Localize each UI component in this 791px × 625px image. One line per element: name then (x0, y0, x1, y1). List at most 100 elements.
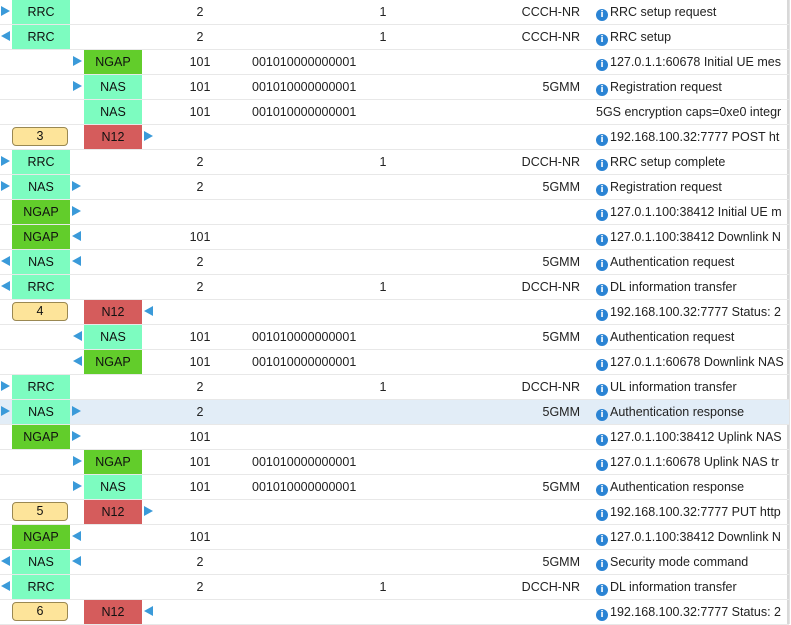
message-cell: i DL information transfer (596, 275, 789, 299)
protocol-cell (470, 500, 580, 524)
table-row[interactable]: NAS 101 001010000000001 5GMM i Registration r… (0, 75, 789, 100)
message-index-badge[interactable]: 4 (12, 302, 68, 321)
protocol-cell: 5GMM (542, 255, 581, 269)
table-row[interactable]: NGAP 101 i 127.0.1.100:38412 Uplink NAS (0, 425, 789, 450)
ue-id-cell: 2 (196, 5, 204, 19)
info-circle-icon[interactable]: i (596, 84, 608, 96)
table-row[interactable]: RRC 2 1 DCCH-NR i UL information transfer (0, 375, 789, 400)
table-row[interactable]: NAS 101 001010000000001 5GMM i Authentication… (0, 475, 789, 500)
message-index-badge[interactable]: 3 (12, 127, 68, 146)
info-circle-icon[interactable]: i (596, 284, 608, 296)
ran-id-cell (252, 375, 372, 399)
n12-layer-badge: N12 (84, 600, 142, 624)
cell-id-cell (360, 125, 406, 149)
info-circle-icon[interactable]: i (596, 559, 608, 571)
nas-layer-badge: NAS (12, 550, 70, 574)
info-circle-icon[interactable]: i (596, 259, 608, 271)
nas-layer-badge: NAS (12, 175, 70, 199)
cell-id-cell (360, 500, 406, 524)
table-row[interactable]: RRC 2 1 DCCH-NR i DL information transfer (0, 275, 789, 300)
table-row[interactable]: NGAP i 127.0.1.100:38412 Initial UE m (0, 200, 789, 225)
protocol-cell (470, 600, 580, 624)
info-circle-icon[interactable]: i (596, 359, 608, 371)
table-row[interactable]: NAS 101 001010000000001 5GS encryption caps… (0, 100, 789, 125)
table-row[interactable]: NGAP 101 i 127.0.1.100:38412 Downlink N (0, 525, 789, 550)
ran-id-cell (252, 525, 372, 549)
info-circle-icon[interactable]: i (596, 184, 608, 196)
rrc-layer-badge: RRC (12, 375, 70, 399)
ran-id-cell (252, 400, 372, 424)
ue-id-cell: 2 (196, 255, 204, 269)
arrow-right-icon (72, 431, 81, 441)
nas-layer-badge: NAS (84, 475, 142, 499)
message-index-badge[interactable]: 6 (12, 602, 68, 621)
table-row[interactable]: NGAP 101 001010000000001 i 127.0.1.1:60678 U… (0, 450, 789, 475)
info-circle-icon[interactable]: i (596, 534, 608, 546)
nas-layer-badge: NAS (84, 100, 142, 124)
protocol-cell: 5GMM (542, 180, 581, 194)
info-circle-icon[interactable]: i (596, 209, 608, 221)
table-row[interactable]: NGAP 101 i 127.0.1.100:38412 Downlink N (0, 225, 789, 250)
ue-id-cell: 2 (196, 180, 204, 194)
scrollbar[interactable] (787, 0, 789, 624)
message-cell: i RRC setup complete (596, 150, 789, 174)
info-circle-icon[interactable]: i (596, 159, 608, 171)
table-row[interactable]: NAS 101 001010000000001 5GMM i Authentication… (0, 325, 789, 350)
table-row[interactable]: 3 N12 i 192.168.100.32:7777 POST ht (0, 125, 789, 150)
info-circle-icon[interactable]: i (596, 309, 608, 321)
info-circle-icon[interactable]: i (596, 59, 608, 71)
info-circle-icon[interactable]: i (596, 434, 608, 446)
protocol-cell (470, 425, 580, 449)
cell-id-cell: 1 (379, 380, 387, 394)
ran-id-cell (252, 600, 372, 624)
table-row[interactable]: 6 N12 i 192.168.100.32:7777 Status: 2 (0, 600, 789, 625)
info-circle-icon[interactable]: i (596, 334, 608, 346)
info-circle-icon[interactable]: i (596, 384, 608, 396)
info-circle-icon[interactable]: i (596, 509, 608, 521)
table-row[interactable]: RRC 2 1 DCCH-NR i RRC setup complete (0, 150, 789, 175)
info-circle-icon[interactable]: i (596, 134, 608, 146)
ran-id-cell: 001010000000001 (252, 55, 357, 69)
table-row[interactable]: RRC 2 1 CCCH-NR i RRC setup request (0, 0, 789, 25)
table-row[interactable]: 5 N12 i 192.168.100.32:7777 PUT http (0, 500, 789, 525)
ue-id-cell: 101 (189, 480, 211, 494)
message-cell: i DL information transfer (596, 575, 789, 599)
message-cell: i 192.168.100.32:7777 Status: 2 (596, 300, 789, 324)
table-row[interactable]: NAS 2 5GMM i Registration request (0, 175, 789, 200)
protocol-cell: 5GMM (542, 480, 581, 494)
info-circle-icon[interactable]: i (596, 9, 608, 21)
info-circle-icon[interactable]: i (596, 459, 608, 471)
ran-id-cell (252, 250, 372, 274)
ue-id-cell: 101 (189, 330, 211, 344)
table-row[interactable]: RRC 2 1 CCCH-NR i RRC setup (0, 25, 789, 50)
info-circle-icon[interactable]: i (596, 409, 608, 421)
cell-id-cell (360, 425, 406, 449)
table-row[interactable]: 4 N12 i 192.168.100.32:7777 Status: 2 (0, 300, 789, 325)
n12-layer-badge: N12 (84, 300, 142, 324)
protocol-cell (470, 450, 580, 474)
table-row[interactable]: NAS 2 5GMM i Authentication response (0, 400, 789, 425)
table-row[interactable]: NGAP 101 001010000000001 i 127.0.1.1:60678 D… (0, 350, 789, 375)
cell-id-cell (360, 250, 406, 274)
table-row[interactable]: NAS 2 5GMM i Authentication request (0, 250, 789, 275)
ran-id-cell (252, 175, 372, 199)
cell-id-cell (360, 75, 406, 99)
table-row[interactable]: NAS 2 5GMM i Security mode command (0, 550, 789, 575)
cell-id-cell (360, 475, 406, 499)
table-row[interactable]: NGAP 101 001010000000001 i 127.0.1.1:60678 I… (0, 50, 789, 75)
info-circle-icon[interactable]: i (596, 609, 608, 621)
protocol-cell (470, 125, 580, 149)
ngap-layer-badge: NGAP (12, 525, 70, 549)
info-circle-icon[interactable]: i (596, 34, 608, 46)
cell-id-cell (360, 525, 406, 549)
arrow-right-icon (73, 456, 82, 466)
ue-id-cell: 2 (196, 280, 204, 294)
message-index-badge[interactable]: 5 (12, 502, 68, 521)
message-text: Registration request (610, 80, 722, 94)
info-circle-icon[interactable]: i (596, 234, 608, 246)
info-circle-icon[interactable]: i (596, 584, 608, 596)
table-row[interactable]: RRC 2 1 DCCH-NR i DL information transfer (0, 575, 789, 600)
message-cell: i RRC setup request (596, 0, 789, 24)
message-text: 192.168.100.32:7777 POST ht (610, 130, 780, 144)
info-circle-icon[interactable]: i (596, 484, 608, 496)
